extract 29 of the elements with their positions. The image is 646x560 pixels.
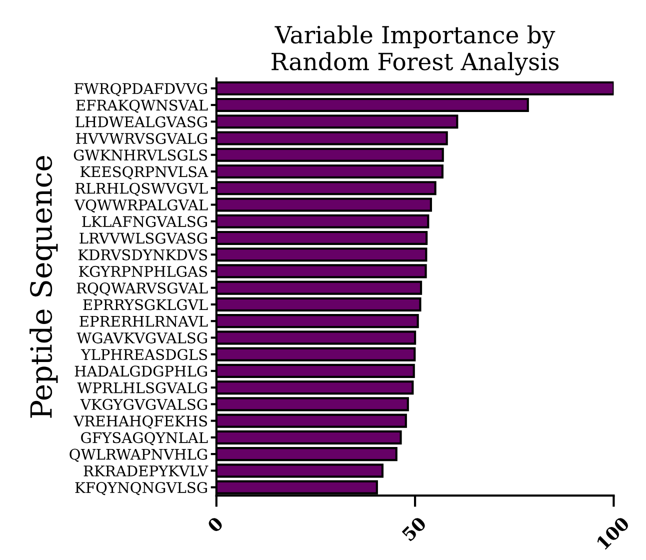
y-tick-label: EFRAKQWNSVAL [76,100,208,113]
y-tick-label: GWKNHRVLSGLS [74,150,208,161]
chart-title: Variable Importance by Random Forest Analysis [272,25,559,76]
x-tick-label: 50 [401,516,428,542]
y-tick-label: KDRVSDYNKDVS [78,249,208,260]
y-tick-label: LKLAFNGVALSG [82,216,207,228]
y-tick-label: QWLRWAPNVHLG [70,448,207,462]
y-tick-label: RKRADEPYKVLV [84,466,208,476]
y-axis-title: Peptide Sequence [30,156,58,418]
y-tick-label: VQWWRPALGVAL [74,199,208,213]
y-tick-label: LRVVWLSGVASG [80,232,207,244]
y-tick-label: HVVWRVSGVALG [76,132,207,144]
y-tick-label: RLRHLQSWVGVL [76,182,208,196]
y-tick-label: KFQYNQNGVLSG [75,482,207,496]
y-tick-label: HADALGDGPHLG [74,366,207,377]
y-tick-label: FWRQPDAFDVVG [74,83,207,96]
y-tick-label: WGAVKVGVALSG [76,332,207,344]
y-tick-label: KEESQRPNVLSA [80,166,208,180]
y-tick-label: EPRRYSGKLGVL [83,299,208,310]
y-tick-label: KGYRPNPHLGAS [79,266,208,277]
y-tick-label: YLPHREASDGLS [80,349,208,360]
y-tick-label: WPRLHLSGVALG [77,382,207,394]
y-tick-label: EPRERHLRNAVL [80,316,208,327]
y-tick-label: VKGYGVGVALSG [80,398,207,410]
y-tick-label: VREHAHQFEKHS [73,416,208,429]
x-tick-label: 0 [206,516,224,534]
y-tick-label: LHDWEALGVASG [76,116,207,128]
y-tick-label: RQQWARVSGVAL [76,282,208,296]
y-tick-label: GFYSAGQYNLAL [81,432,208,446]
